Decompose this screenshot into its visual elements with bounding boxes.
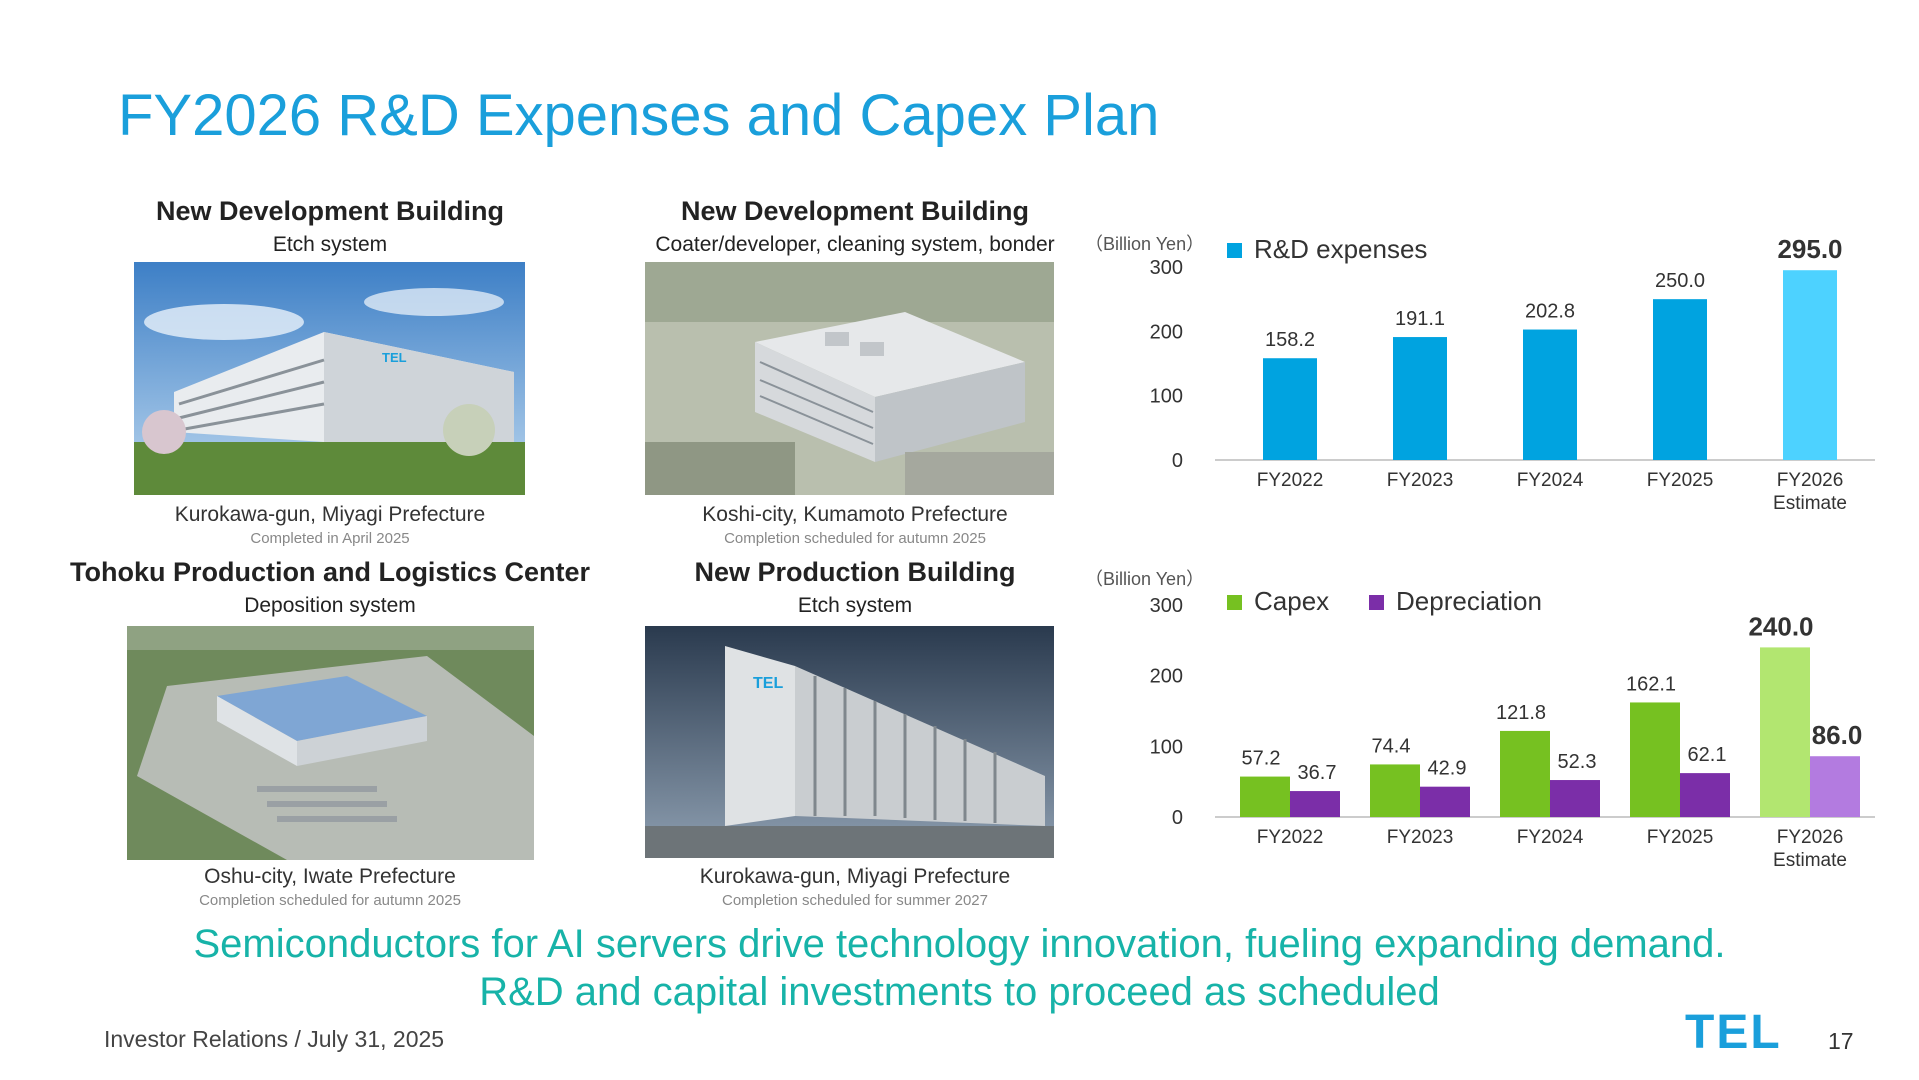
legend-label: Capex — [1254, 586, 1329, 616]
bar-depreciation — [1290, 791, 1340, 817]
panel-kumamoto-dev: New Development Building Coater/develope… — [620, 196, 1090, 257]
footer-text: Investor Relations / July 31, 2025 — [104, 1026, 445, 1052]
legend-swatch — [1227, 243, 1242, 258]
y-tick-label: 300 — [1150, 595, 1183, 617]
rd-expenses-chart: （Billion Yen） 0 100 200 300 R&D expenses 158.2… — [1085, 234, 1875, 514]
panel-heading: New Development Building — [155, 196, 505, 226]
data-label: 121.8 — [1496, 702, 1546, 724]
panel-note: Completion scheduled for autumn 2025 — [724, 530, 986, 547]
capex-depreciation-chart: （Billion Yen） 0 100 200 300 Capex Depreciation… — [1085, 569, 1875, 871]
data-label: 57.2 — [1242, 748, 1281, 770]
data-label: 42.9 — [1428, 758, 1467, 780]
unit-label: （Billion Yen） — [1085, 569, 1204, 589]
panel-location: Kurokawa-gun, Miyagi Prefecture — [174, 503, 486, 526]
panel-miyagi-production: New Production Building Etch system — [620, 557, 1090, 618]
legend-swatch — [1227, 595, 1242, 610]
bar-r-d-expenses — [1653, 299, 1707, 460]
panel-note: Completed in April 2025 — [250, 530, 410, 547]
panel-note: Completion scheduled for summer 2027 — [722, 892, 988, 909]
y-tick-label: 0 — [1172, 807, 1183, 829]
bar-capex — [1760, 647, 1810, 817]
bar-r-d-expenses — [1263, 358, 1317, 460]
legend-label: R&D expenses — [1254, 234, 1427, 264]
data-label: 295.0 — [1777, 234, 1842, 264]
bar-depreciation — [1550, 780, 1600, 817]
bar-r-d-expenses — [1393, 337, 1447, 460]
bar-depreciation — [1680, 773, 1730, 817]
building-photo-miyagi-production: TEL — [645, 626, 1054, 858]
bar-r-d-expenses — [1783, 270, 1837, 460]
panel-subheading: Etch system — [272, 233, 388, 256]
bar-capex — [1500, 730, 1550, 817]
data-label: 52.3 — [1558, 751, 1597, 773]
building-sign-text: TEL — [382, 350, 407, 365]
y-tick-label: 100 — [1150, 736, 1183, 758]
building-photo-tohoku-center — [127, 626, 534, 860]
data-label: 86.0 — [1812, 720, 1863, 750]
bar-depreciation — [1420, 786, 1470, 817]
x-tick-label: FY2026 — [1777, 470, 1844, 491]
panel-location: Kurokawa-gun, Miyagi Prefecture — [699, 865, 1011, 888]
x-tick-label: FY2022 — [1257, 470, 1324, 491]
x-tick-label: FY2025 — [1647, 827, 1714, 848]
panel-subheading: Etch system — [797, 594, 913, 617]
data-label: 74.4 — [1372, 735, 1411, 757]
page-number: 17 — [1828, 1028, 1854, 1054]
data-label: 36.7 — [1298, 762, 1337, 784]
bar-depreciation — [1810, 756, 1860, 817]
panel-heading: New Production Building — [694, 557, 1016, 587]
legend-label: Depreciation — [1396, 586, 1542, 616]
data-label: 62.1 — [1688, 744, 1727, 766]
x-tick-label: Estimate — [1773, 850, 1847, 871]
panel-heading: New Development Building — [680, 196, 1030, 226]
panel-miyagi-dev: New Development Building Etch system — [90, 196, 570, 257]
panel-location: Koshi-city, Kumamoto Prefecture — [702, 503, 1008, 526]
logo-text: TEL — [1685, 1006, 1782, 1056]
x-tick-label: FY2024 — [1517, 470, 1584, 491]
x-tick-label: FY2024 — [1517, 827, 1584, 848]
tel-logo: TEL — [1685, 1006, 1785, 1061]
data-label: 250.0 — [1655, 270, 1705, 292]
panel-location: Oshu-city, Iwate Prefecture — [204, 865, 456, 888]
x-tick-label: Estimate — [1773, 493, 1847, 514]
x-tick-label: FY2023 — [1387, 470, 1454, 491]
data-label: 162.1 — [1626, 673, 1676, 695]
data-label: 202.8 — [1525, 301, 1575, 323]
tagline-line-2: R&D and capital investments to proceed a… — [479, 970, 1440, 1014]
bar-capex — [1370, 764, 1420, 817]
building-sign-text: TEL — [753, 675, 783, 692]
building-photo-kumamoto-dev — [645, 262, 1054, 495]
unit-label: （Billion Yen） — [1085, 234, 1204, 254]
panel-note: Completion scheduled for autumn 2025 — [199, 892, 461, 909]
y-tick-label: 200 — [1150, 666, 1183, 688]
page-title: FY2026 R&D Expenses and Capex Plan — [118, 83, 1160, 148]
panel-subheading: Coater/developer, cleaning system, bonde… — [655, 233, 1055, 256]
bar-r-d-expenses — [1523, 329, 1577, 460]
y-tick-label: 100 — [1150, 386, 1183, 408]
x-tick-label: FY2025 — [1647, 470, 1714, 491]
y-tick-label: 0 — [1172, 450, 1183, 472]
tagline-line-1: Semiconductors for AI servers drive tech… — [193, 922, 1726, 966]
legend-swatch — [1369, 595, 1384, 610]
building-photo-miyagi-dev: TEL — [134, 262, 525, 495]
panel-tohoku-center: Tohoku Production and Logistics Center D… — [50, 557, 610, 618]
y-tick-label: 300 — [1150, 257, 1183, 279]
bar-capex — [1630, 702, 1680, 817]
x-tick-label: FY2022 — [1257, 827, 1324, 848]
data-label: 240.0 — [1748, 611, 1813, 641]
panel-heading: Tohoku Production and Logistics Center — [69, 557, 590, 587]
y-tick-label: 200 — [1150, 321, 1183, 343]
x-tick-label: FY2026 — [1777, 827, 1844, 848]
data-label: 191.1 — [1395, 308, 1445, 330]
panel-subheading: Deposition system — [244, 594, 416, 617]
data-label: 158.2 — [1265, 329, 1315, 351]
bar-capex — [1240, 776, 1290, 817]
x-tick-label: FY2023 — [1387, 827, 1454, 848]
